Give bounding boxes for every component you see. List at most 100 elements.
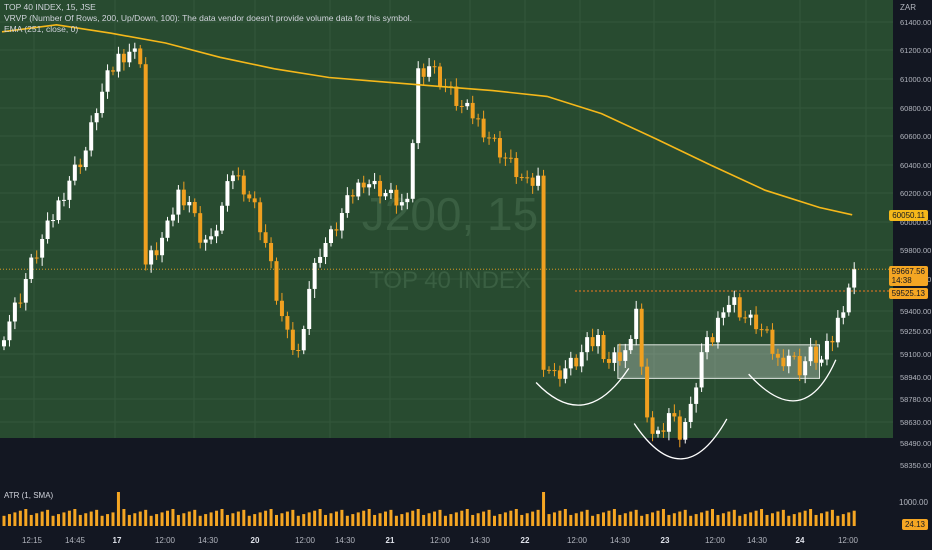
candle-body — [699, 352, 704, 388]
candle-body — [23, 279, 28, 303]
atr-bar — [661, 509, 665, 526]
candle-body — [710, 337, 715, 343]
atr-bar — [847, 512, 851, 526]
candle-body — [841, 312, 846, 318]
atr-bar — [640, 515, 644, 526]
atr-bar — [471, 514, 475, 526]
atr-bar — [683, 509, 687, 526]
atr-bar — [694, 514, 698, 526]
atr-bar — [656, 510, 660, 526]
candle-body — [634, 308, 639, 339]
vrvp-label[interactable]: VRVP (Number Of Rows, 200, Up/Down, 100)… — [4, 13, 412, 23]
atr-bar — [814, 514, 818, 526]
candle-body — [759, 329, 764, 331]
price-pane — [0, 0, 893, 438]
price-tick-label: 58490.00 — [900, 439, 931, 448]
atr-bar — [493, 515, 496, 526]
atr-bar — [89, 511, 93, 526]
candle-body — [492, 137, 497, 139]
atr-bar — [770, 513, 774, 526]
atr-bar — [825, 511, 829, 526]
atr-bar — [547, 514, 551, 526]
atr-bar — [51, 515, 55, 526]
candle-body — [383, 193, 388, 197]
atr-bar — [449, 514, 453, 526]
candle-body — [557, 370, 562, 379]
candle-body — [666, 413, 671, 432]
head-arc — [633, 418, 728, 460]
level-price-tag: 59525.13 — [888, 288, 928, 299]
atr-bar — [602, 512, 605, 526]
atr-bar — [809, 509, 813, 526]
candle-body — [694, 387, 699, 404]
time-tick-label: 24 — [796, 536, 805, 545]
atr-bar — [738, 515, 742, 526]
candle-body — [67, 180, 72, 200]
candle-body — [852, 269, 857, 288]
left-shoulder-arc — [535, 368, 630, 406]
atr-bar — [324, 514, 328, 526]
atr-bar — [727, 511, 731, 526]
last-price-value: 59667.56 — [891, 267, 925, 276]
time-tick-label: 12:00 — [567, 536, 588, 545]
atr-bar — [62, 512, 66, 526]
atr-bar — [340, 509, 344, 526]
candle-body — [835, 317, 840, 343]
candle-body — [132, 48, 137, 52]
atr-bar — [667, 514, 671, 526]
atr-bar — [24, 509, 28, 526]
candle-body — [214, 230, 219, 237]
candle-body — [797, 356, 802, 376]
time-tick-label: 14:30 — [335, 536, 356, 545]
pattern-arcs — [535, 359, 837, 460]
candle-body — [209, 236, 214, 240]
candle-body — [45, 220, 50, 239]
candle-body — [721, 312, 726, 318]
atr-value-tag: 24.13 — [901, 519, 928, 530]
atr-bar — [220, 509, 224, 526]
candle-body — [770, 329, 775, 354]
candle-body — [781, 357, 786, 367]
atr-bar — [160, 512, 164, 526]
atr-bar — [225, 514, 229, 526]
time-tick-label: 12:00 — [838, 536, 859, 545]
atr-bar — [302, 514, 306, 526]
candle-body — [497, 138, 502, 158]
time-tick-label: 23 — [661, 536, 670, 545]
candle-body — [105, 70, 110, 92]
atr-bar — [215, 510, 219, 526]
candle-body — [536, 175, 541, 186]
symbol-title[interactable]: TOP 40 INDEX, 15, JSE — [4, 2, 96, 12]
candle-body — [416, 68, 421, 144]
candle-body — [645, 366, 650, 418]
candle-body — [83, 150, 88, 168]
atr-bar — [373, 514, 377, 526]
candle-body — [170, 214, 175, 221]
ema-label[interactable]: EMA (251, close, 0) — [4, 24, 79, 34]
atr-bar — [84, 513, 88, 526]
candle-body — [323, 243, 328, 257]
candle-body — [405, 198, 410, 203]
candle-body — [34, 257, 39, 259]
atr-bar — [569, 514, 573, 526]
atr-bar — [318, 509, 322, 526]
time-axis[interactable]: 12:15 14:45 17 12:00 14:30 20 12:00 14:30 21 12:0… — [22, 536, 859, 545]
candle-body — [508, 157, 513, 159]
atr-tick: 1000.00 — [899, 498, 928, 507]
candle-body — [824, 340, 829, 360]
candle-body — [220, 205, 224, 231]
candles — [2, 42, 857, 448]
candle-body — [677, 416, 682, 440]
candle-body — [345, 195, 350, 214]
candle-body — [623, 350, 628, 361]
candle-body — [230, 175, 235, 182]
candle-body — [830, 340, 835, 343]
candle-body — [459, 105, 464, 107]
candle-body — [639, 308, 644, 367]
atr-bar — [438, 509, 442, 526]
candle-body — [606, 359, 611, 363]
atr-bar — [531, 511, 535, 526]
candle-body — [661, 430, 666, 432]
atr-bar — [18, 510, 22, 526]
